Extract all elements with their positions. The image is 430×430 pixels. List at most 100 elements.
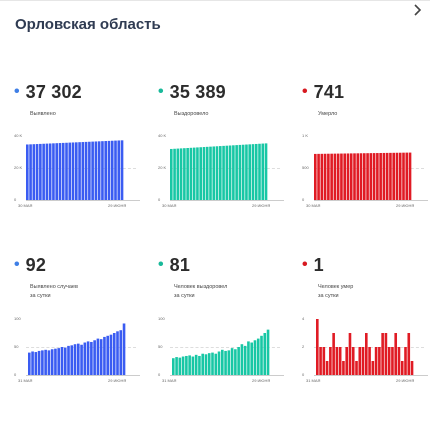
bar bbox=[201, 353, 205, 375]
bar bbox=[117, 140, 121, 200]
x-tick-label: 29 ИЮНЯ bbox=[252, 378, 271, 383]
bar bbox=[63, 347, 67, 375]
bar bbox=[35, 144, 39, 200]
bar bbox=[230, 348, 234, 375]
bar bbox=[314, 153, 317, 200]
stat-value: 741 bbox=[313, 81, 345, 102]
y-tick-label: 0 bbox=[158, 372, 161, 377]
y-tick-label: 2 bbox=[302, 344, 305, 349]
bar bbox=[45, 143, 49, 200]
bullet-dot: • bbox=[14, 256, 20, 273]
bar-chart: 4 2 0 31 МАЯ 29 ИЮНЯ bbox=[302, 316, 430, 385]
bullet-dot: • bbox=[14, 83, 20, 100]
x-axis-line bbox=[26, 375, 140, 376]
bar bbox=[57, 348, 61, 375]
bar bbox=[181, 356, 185, 375]
bar bbox=[346, 153, 350, 200]
bar bbox=[68, 142, 72, 200]
y-tick-label: 0 bbox=[302, 372, 305, 377]
bar bbox=[381, 333, 384, 375]
y-tick-label: 100 bbox=[158, 316, 165, 321]
x-tick-label: 30 МАЯ bbox=[18, 203, 33, 208]
bar bbox=[335, 347, 339, 375]
bar bbox=[338, 347, 342, 375]
y-tick-label: 0 bbox=[14, 197, 17, 202]
bar bbox=[398, 152, 402, 200]
bars-svg bbox=[170, 143, 268, 200]
bar bbox=[224, 350, 227, 375]
close-button[interactable] bbox=[410, 2, 426, 18]
bar bbox=[258, 143, 261, 200]
bar bbox=[91, 141, 94, 200]
bar bbox=[209, 146, 212, 200]
bar bbox=[42, 143, 45, 200]
y-tick-label: 50 bbox=[14, 344, 19, 349]
bar bbox=[215, 146, 219, 200]
stat-card-recovered-daily: • 81 Человек выздоровел за сутки 100 50 0 31 М… bbox=[158, 253, 288, 383]
x-tick-label: 30 МАЯ bbox=[162, 203, 177, 208]
page-title: Орловская область bbox=[15, 16, 161, 33]
x-tick-label: 29 ИЮНЯ bbox=[396, 203, 415, 208]
stat-card-deaths-daily: • 1 Человек умер за сутки 4 2 0 31 МАЯ 29 ИЮНЯ bbox=[302, 253, 430, 383]
y-tick-label: 20 K bbox=[158, 165, 167, 170]
bullet-dot: • bbox=[158, 256, 164, 273]
bar bbox=[212, 146, 216, 200]
bullet-dot: • bbox=[302, 83, 308, 100]
bar bbox=[34, 352, 38, 375]
stat-label: Человек выздоровел за сутки bbox=[174, 284, 228, 299]
stat-value: 81 bbox=[169, 254, 191, 275]
stat-card-confirmed: • 37 302 Выявлено 40 K 20 K 0 30 МАЯ 29 ИЮНЯ bbox=[14, 80, 144, 208]
bullet-dot: • bbox=[158, 83, 164, 100]
bar bbox=[32, 144, 36, 200]
bar bbox=[107, 140, 111, 200]
bar bbox=[225, 145, 229, 200]
bar bbox=[351, 347, 355, 375]
bar bbox=[363, 153, 366, 200]
bar bbox=[211, 352, 214, 375]
bar bbox=[353, 153, 356, 200]
bar bbox=[397, 347, 401, 375]
bar bbox=[238, 144, 242, 200]
bar bbox=[317, 153, 320, 200]
bar bbox=[73, 344, 77, 375]
value-row: • 37 302 bbox=[14, 80, 82, 104]
bar bbox=[345, 347, 349, 375]
bar bbox=[392, 152, 396, 200]
bar bbox=[400, 361, 404, 375]
bar bbox=[263, 333, 267, 375]
bar bbox=[183, 148, 186, 200]
bar bbox=[256, 338, 260, 375]
y-tick-label: 1 K bbox=[302, 133, 309, 138]
bar bbox=[407, 333, 411, 375]
bar bbox=[104, 141, 108, 200]
stat-label: Умерло bbox=[318, 111, 338, 117]
stat-value: 37 302 bbox=[25, 81, 82, 102]
bar bbox=[372, 153, 376, 200]
bar bbox=[86, 341, 90, 375]
bar bbox=[336, 153, 340, 200]
bars-svg bbox=[26, 140, 124, 200]
y-tick-label: 50 bbox=[158, 344, 163, 349]
bar bbox=[379, 152, 382, 200]
bar bbox=[52, 143, 55, 200]
bar bbox=[61, 142, 65, 200]
bar bbox=[247, 341, 250, 375]
bar bbox=[26, 144, 29, 200]
bar bbox=[219, 146, 222, 200]
bar bbox=[186, 148, 189, 200]
bar bbox=[176, 148, 180, 200]
bar bbox=[250, 342, 254, 375]
bar bbox=[264, 143, 268, 200]
bar bbox=[41, 350, 44, 375]
bar bbox=[84, 141, 88, 200]
bar bbox=[202, 147, 206, 200]
bar bbox=[251, 144, 255, 200]
bar bbox=[54, 348, 57, 375]
bar bbox=[65, 142, 68, 200]
bar bbox=[260, 335, 263, 375]
bar bbox=[361, 347, 365, 375]
bar bbox=[109, 334, 113, 375]
bar bbox=[185, 355, 188, 375]
x-tick-label: 31 МАЯ bbox=[162, 378, 177, 383]
bar bbox=[382, 152, 386, 200]
